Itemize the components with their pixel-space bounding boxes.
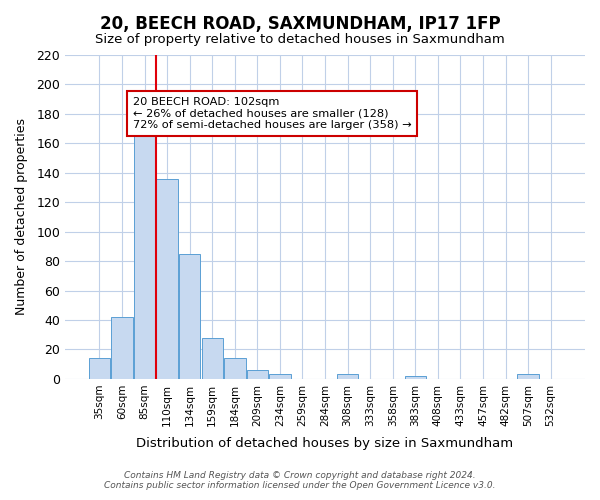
Bar <box>89 358 110 379</box>
X-axis label: Distribution of detached houses by size in Saxmundham: Distribution of detached houses by size … <box>136 437 514 450</box>
Bar <box>224 358 245 379</box>
Bar <box>404 376 426 379</box>
Y-axis label: Number of detached properties: Number of detached properties <box>15 118 28 316</box>
Text: 20 BEECH ROAD: 102sqm
← 26% of detached houses are smaller (128)
72% of semi-det: 20 BEECH ROAD: 102sqm ← 26% of detached … <box>133 97 411 130</box>
Bar <box>337 374 358 379</box>
Bar <box>269 374 290 379</box>
Bar <box>157 178 178 379</box>
Bar <box>179 254 200 379</box>
Bar <box>111 317 133 379</box>
Bar <box>202 338 223 379</box>
Bar <box>247 370 268 379</box>
Text: 20, BEECH ROAD, SAXMUNDHAM, IP17 1FP: 20, BEECH ROAD, SAXMUNDHAM, IP17 1FP <box>100 15 500 33</box>
Bar <box>134 132 155 379</box>
Bar <box>517 374 539 379</box>
Text: Contains HM Land Registry data © Crown copyright and database right 2024.
Contai: Contains HM Land Registry data © Crown c… <box>104 470 496 490</box>
Text: Size of property relative to detached houses in Saxmundham: Size of property relative to detached ho… <box>95 32 505 46</box>
